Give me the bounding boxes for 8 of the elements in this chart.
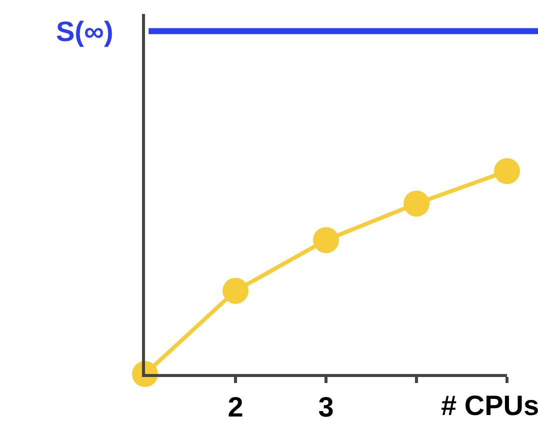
x-tick-label: 2 xyxy=(228,392,244,423)
x-axis-title: # CPUs xyxy=(441,390,538,421)
point xyxy=(404,190,430,217)
ref-line-label: S(∞) xyxy=(56,16,114,47)
point xyxy=(494,158,520,184)
x-tick-label: 3 xyxy=(318,392,334,423)
point xyxy=(222,278,248,304)
point xyxy=(313,227,339,254)
